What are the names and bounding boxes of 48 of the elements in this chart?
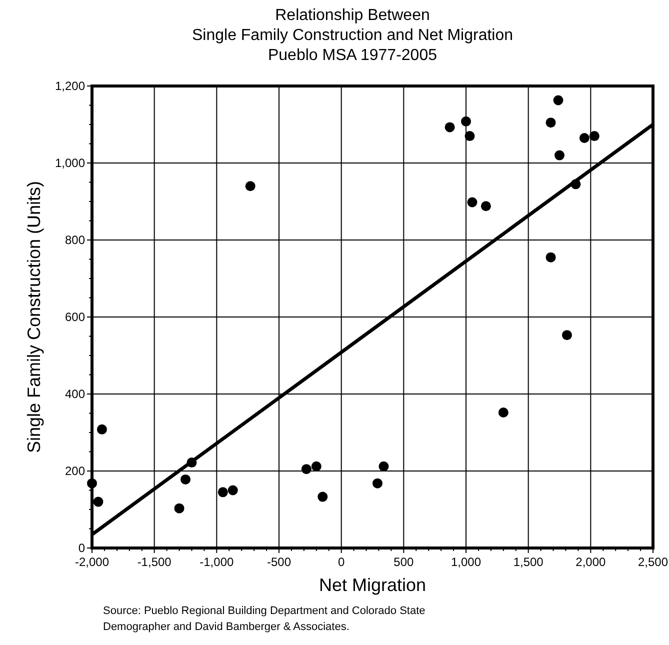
point — [372, 478, 382, 488]
point — [218, 487, 228, 498]
point — [93, 496, 104, 507]
y-tick-label: 200 — [64, 464, 86, 478]
y-tick-label: 1,000 — [54, 156, 86, 170]
point — [174, 503, 184, 514]
y-tick-label: 600 — [64, 310, 86, 324]
x-tick-label: 2,000 — [576, 555, 606, 569]
y-tick-label: 800 — [64, 233, 86, 247]
point — [96, 424, 107, 434]
point — [553, 95, 564, 106]
point — [498, 407, 508, 418]
point — [570, 179, 581, 190]
point — [579, 132, 590, 143]
point — [318, 492, 328, 502]
x-axis-title: Net Migration — [318, 575, 426, 595]
x-tick-label: 0 — [338, 555, 345, 569]
y-axis-title: Single Family Construction (Units) — [24, 180, 44, 454]
point — [444, 122, 455, 132]
point — [546, 252, 556, 262]
point — [301, 464, 312, 474]
point — [562, 330, 572, 340]
point — [245, 181, 256, 192]
point — [180, 474, 190, 484]
point — [461, 116, 471, 126]
point — [186, 458, 197, 468]
point — [546, 118, 556, 128]
point — [589, 131, 600, 142]
y-tick-label: 1,200 — [54, 79, 86, 93]
x-tick-label: 500 — [394, 555, 414, 569]
x-tick-label: -1,500 — [137, 555, 172, 569]
point — [480, 201, 491, 212]
point — [464, 131, 475, 142]
point — [228, 485, 238, 496]
chart-title: Relationship Between Single Family Construction and Net Migration Pueblo MSA 1977-2005 — [192, 7, 514, 64]
x-tick-label: 1,000 — [450, 555, 482, 569]
point — [378, 461, 389, 472]
y-tick-label: 0 — [78, 541, 86, 555]
x-tick-label: -500 — [266, 555, 292, 569]
y-tick-label: 400 — [64, 387, 86, 401]
point — [311, 461, 322, 472]
point — [467, 197, 478, 208]
source-note: Source: Pueblo Regional Building Department and Colorado State Demographer and David Bamberger & Associates. — [103, 605, 426, 633]
x-tick-label: 1,500 — [513, 555, 544, 569]
x-tick-label: -2,000 — [74, 555, 110, 569]
x-tick-label: 2,500 — [638, 555, 668, 569]
x-tick-label: -1,000 — [200, 555, 234, 569]
point — [554, 150, 564, 160]
